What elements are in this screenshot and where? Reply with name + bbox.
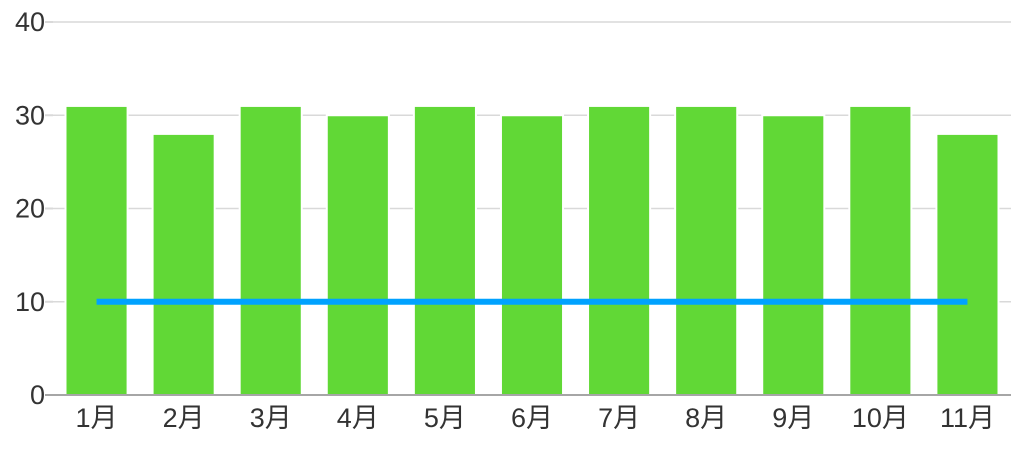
bar — [412, 104, 477, 397]
x-axis-label: 4月 — [337, 403, 379, 433]
x-axis-label: 10月 — [852, 403, 909, 433]
bar — [761, 114, 826, 396]
y-axis-label: 30 — [15, 100, 45, 130]
x-axis-label: 1月 — [76, 403, 118, 433]
y-axis-label: 40 — [15, 7, 45, 37]
x-axis-label: 7月 — [598, 403, 640, 433]
bar — [587, 104, 652, 397]
bar — [325, 114, 390, 396]
bar — [238, 104, 303, 397]
x-axis-label: 3月 — [250, 403, 292, 433]
x-axis-label: 9月 — [772, 403, 814, 433]
x-axis-label: 2月 — [163, 403, 205, 433]
bar — [848, 104, 913, 397]
x-axis-label: 6月 — [511, 403, 553, 433]
bar — [935, 132, 1000, 396]
x-axis-label: 5月 — [424, 403, 466, 433]
bar — [499, 114, 565, 396]
x-axis-label: 8月 — [685, 403, 727, 433]
bar — [64, 104, 129, 397]
x-axis-label: 11月 — [940, 403, 995, 433]
y-axis-label: 0 — [30, 380, 45, 410]
bar — [151, 132, 216, 396]
bar — [674, 104, 739, 397]
y-axis-label: 20 — [15, 194, 45, 224]
y-axis-label: 10 — [15, 287, 45, 317]
